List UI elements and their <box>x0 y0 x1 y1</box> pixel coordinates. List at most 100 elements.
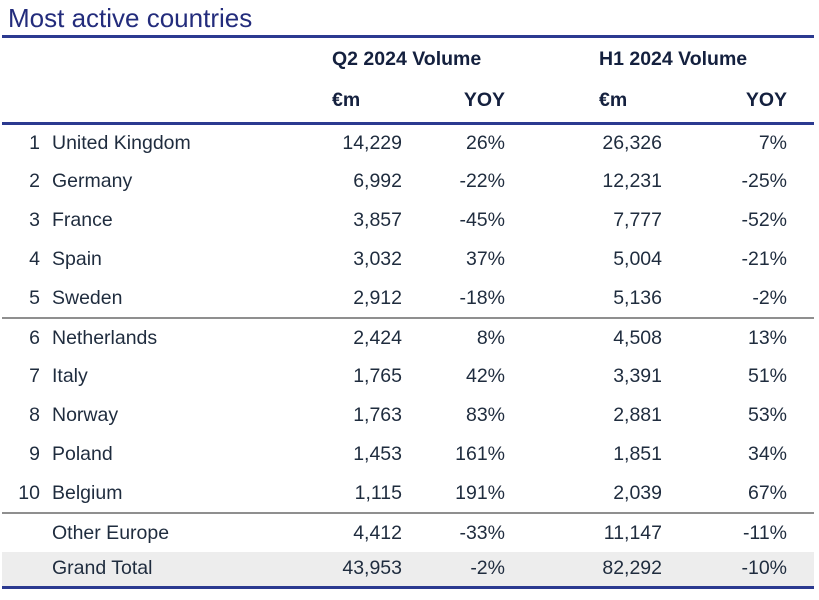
table-row: 6 Netherlands 2,424 8% 4,508 13% <box>2 318 814 357</box>
table-row: 3 France 3,857 -45% 7,777 -52% <box>2 201 814 240</box>
page-title: Most active countries <box>2 0 814 38</box>
q2-volume-cell: 1,453 <box>353 443 402 465</box>
q2-volume-cell: 2,424 <box>353 326 402 349</box>
q2-volume-cell: 43,953 <box>332 552 402 589</box>
q2-volume-cell: 2,912 <box>332 279 402 319</box>
rank-header-spacer <box>2 38 40 80</box>
q2-volume-cell: 1,765 <box>353 365 402 387</box>
table-header: Q2 2024 Volume H1 2024 Volume €m YOY €m … <box>2 38 815 125</box>
table-row: 4 Spain 3,032 37% 5,004 -21% <box>2 240 814 279</box>
q2-yoy-cell: 161% <box>455 443 505 465</box>
h1-yoy-cell: 13% <box>747 326 788 349</box>
h1-yoy-cell: -2% <box>662 279 815 319</box>
h1-volume-cell: 12,231 <box>602 170 662 192</box>
q2-yoy-cell: 42% <box>465 365 505 387</box>
country-cell: Sweden <box>40 279 332 319</box>
h1-yoy-cell: -10% <box>662 552 815 589</box>
h1-yoy-cell: -21% <box>741 248 788 270</box>
rank-cell: 4 <box>29 248 40 270</box>
h1-yoy-cell: 34% <box>747 443 788 465</box>
q2-yoy-cell: -18% <box>402 279 509 319</box>
q2-yoy-column-header: YOY <box>402 80 509 125</box>
summary-label: Other Europe <box>52 521 170 544</box>
q2-yoy-cell: -33% <box>459 521 505 544</box>
rank-cell: 6 <box>29 326 40 349</box>
country-cell: France <box>52 209 113 231</box>
q2-volume-group-header: Q2 2024 Volume <box>332 47 482 70</box>
h1-volume-cell: 11,147 <box>603 521 662 544</box>
h1-yoy-column-header: YOY <box>662 80 815 125</box>
h1-volume-cell: 5,004 <box>613 248 662 270</box>
q2-volume-cell: 3,857 <box>353 209 402 231</box>
h1-yoy-cell: 67% <box>662 474 815 514</box>
h1-volume-cell: 1,851 <box>613 443 662 465</box>
sub-header-row: €m YOY €m YOY <box>2 80 815 125</box>
table-row: 7 Italy 1,765 42% 3,391 51% <box>2 357 814 396</box>
most-active-countries-figure: Most active countries Q2 2024 Volume H1 … <box>2 0 815 589</box>
grand-total-row: Grand Total 43,953 -2% 82,292 -10% <box>2 552 815 589</box>
table-row: 8 Norway 1,763 83% 2,881 53% <box>2 396 814 435</box>
q2-volume-cell: 14,229 <box>342 131 402 154</box>
table-row: 2 Germany 6,992 -22% 12,231 -25% <box>2 162 814 201</box>
h1-volume-cell: 7,777 <box>613 209 662 231</box>
country-cell: United Kingdom <box>52 131 191 154</box>
q2-volume-cell: 6,992 <box>353 170 402 192</box>
h1-yoy-cell: -25% <box>741 170 788 192</box>
h1-eur-m-column-header: €m <box>509 80 662 125</box>
h1-volume-cell: 2,881 <box>613 404 662 426</box>
h1-yoy-cell: 53% <box>747 404 788 426</box>
countries-volume-table: Q2 2024 Volume H1 2024 Volume €m YOY €m … <box>2 38 815 589</box>
q2-volume-cell: 1,763 <box>353 404 402 426</box>
group-header-row: Q2 2024 Volume H1 2024 Volume <box>2 38 814 80</box>
table-row: 5 Sweden 2,912 -18% 5,136 -2% <box>2 279 815 319</box>
rank-cell: 3 <box>29 209 40 231</box>
q2-yoy-cell: -2% <box>402 552 509 589</box>
country-cell: Italy <box>52 365 88 387</box>
country-cell: Netherlands <box>52 326 158 349</box>
rank-subheader-spacer <box>2 80 40 125</box>
q2-volume-cell: 4,412 <box>353 521 402 544</box>
country-cell: Norway <box>52 404 119 426</box>
rank-cell-empty <box>2 552 40 589</box>
h1-yoy-cell: 7% <box>758 131 788 154</box>
rank-cell: 10 <box>2 474 40 514</box>
country-cell: Spain <box>52 248 102 270</box>
q2-yoy-cell: 83% <box>465 404 505 426</box>
rank-cell-empty <box>2 513 40 552</box>
table-row: 10 Belgium 1,115 191% 2,039 67% <box>2 474 815 514</box>
country-cell: Belgium <box>40 474 332 514</box>
rank-cell: 2 <box>29 170 40 192</box>
rank-cell: 1 <box>29 131 40 154</box>
rank-cell: 5 <box>2 279 40 319</box>
q2-yoy-cell: -45% <box>459 209 505 231</box>
h1-yoy-cell: -11% <box>742 521 788 544</box>
q2-eur-m-column-header: €m <box>332 80 402 125</box>
table-body: 1 United Kingdom 14,229 26% 26,326 7% 2 … <box>2 123 815 589</box>
rank-cell: 8 <box>29 404 40 426</box>
q2-volume-cell: 1,115 <box>332 474 402 514</box>
q2-yoy-cell: -22% <box>459 170 505 192</box>
q2-yoy-cell: 191% <box>402 474 509 514</box>
q2-yoy-cell: 26% <box>465 131 505 154</box>
h1-volume-cell: 82,292 <box>509 552 662 589</box>
other-europe-row: Other Europe 4,412 -33% 11,147 -11% <box>2 513 814 552</box>
q2-yoy-cell: 8% <box>476 326 505 349</box>
q2-yoy-cell: 37% <box>465 248 505 270</box>
h1-volume-group-header: H1 2024 Volume <box>599 47 748 70</box>
country-subheader-spacer <box>40 80 332 125</box>
q2-volume-cell: 3,032 <box>353 248 402 270</box>
rank-cell: 9 <box>29 443 40 465</box>
country-cell: Germany <box>52 170 133 192</box>
h1-volume-cell: 3,391 <box>613 365 662 387</box>
h1-volume-cell: 4,508 <box>613 326 662 349</box>
country-cell: Poland <box>52 443 113 465</box>
h1-yoy-cell: -52% <box>741 209 788 231</box>
h1-volume-cell: 26,326 <box>602 131 662 154</box>
country-header-spacer <box>40 38 332 80</box>
rank-cell: 7 <box>29 365 40 387</box>
summary-label: Grand Total <box>40 552 332 589</box>
h1-volume-cell: 5,136 <box>509 279 662 319</box>
h1-volume-cell: 2,039 <box>509 474 662 514</box>
table-row: 9 Poland 1,453 161% 1,851 34% <box>2 435 814 474</box>
h1-yoy-cell: 51% <box>747 365 788 387</box>
